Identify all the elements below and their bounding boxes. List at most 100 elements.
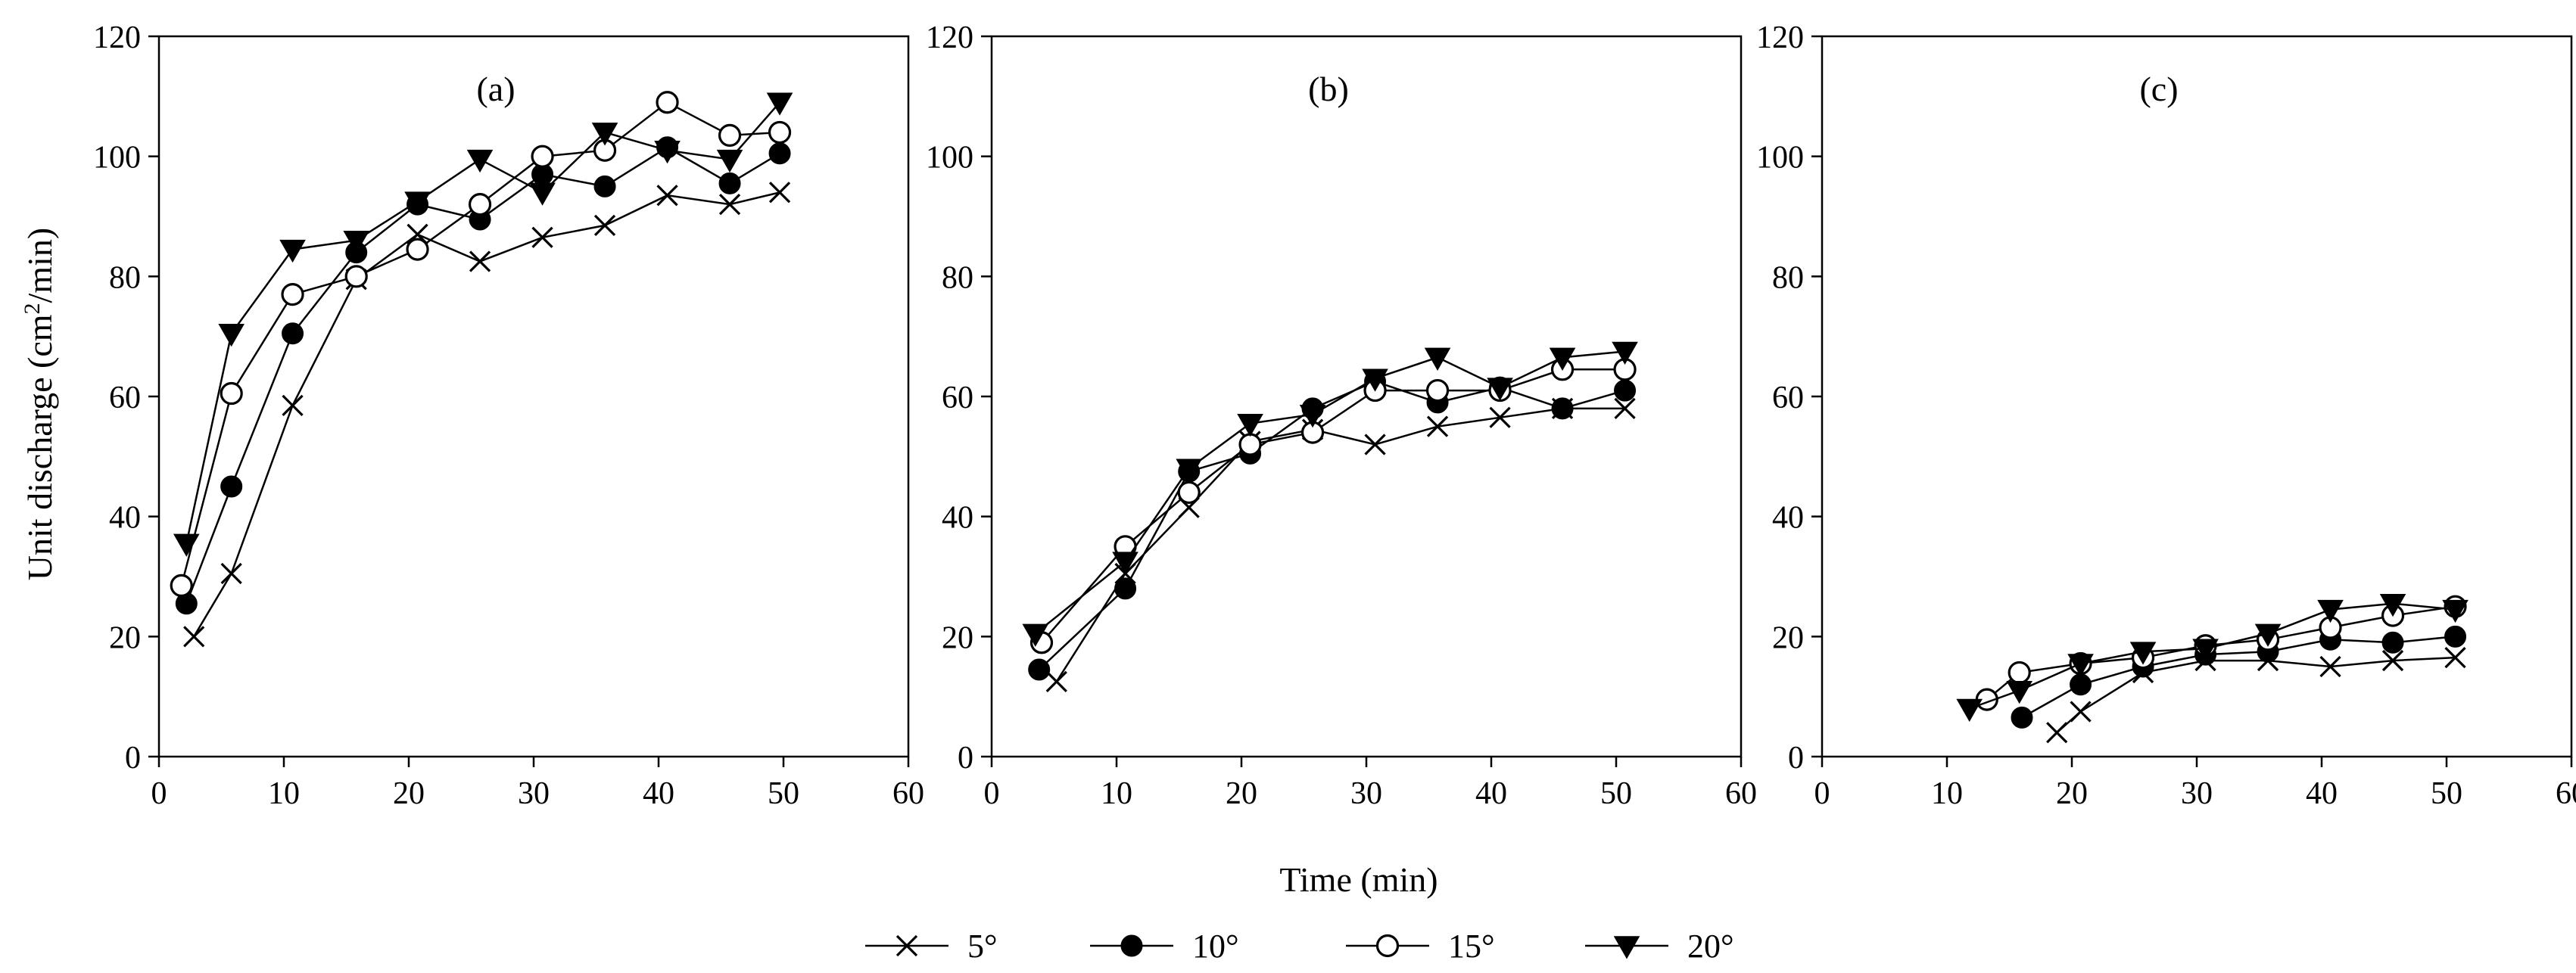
data-point: [1614, 397, 1636, 419]
data-point: [2254, 623, 2282, 647]
series-line: [1038, 380, 1625, 670]
data-point: [218, 323, 245, 347]
y-tick-label: 0: [1788, 741, 1804, 776]
data-point: [593, 214, 616, 237]
x-tick-label: 10: [268, 776, 300, 811]
x-tick-label: 30: [2181, 776, 2213, 811]
y-axis-title: Unit discharge (cm2/min): [20, 228, 60, 580]
data-point: [1362, 368, 1388, 392]
legend-item-2: 10°: [1090, 928, 1239, 965]
data-point: [1551, 397, 1574, 420]
series-2: [1028, 370, 1637, 681]
x-tick-label: 30: [518, 776, 550, 811]
data-point: [718, 194, 741, 216]
panel-3: 0 10 20 30 40 50 60 0 20 40 60 80 100 120 (c): [1756, 20, 2576, 811]
data-point: [1022, 623, 1049, 647]
y-tick-label: 40: [1772, 501, 1804, 536]
series-1: [183, 182, 791, 648]
data-point: [2442, 599, 2469, 623]
data-point: [1176, 459, 1202, 482]
data-point: [531, 145, 554, 168]
data-point: [279, 239, 306, 263]
series-4: [173, 92, 793, 557]
panel-2: 0 10 20 30 40 50 60 0 20 40 60 80 100 120 (b): [926, 20, 1757, 811]
data-point: [2192, 639, 2219, 662]
legend: 5° 10° 15° 20°: [865, 928, 1734, 965]
data-point: [718, 123, 742, 147]
y-tick-label: 120: [1756, 20, 1804, 55]
data-point: [1487, 378, 1513, 401]
data-point: [220, 381, 243, 406]
data-point: [1112, 552, 1138, 575]
data-point: [531, 226, 553, 248]
data-point: [654, 140, 681, 164]
data-point: [1237, 413, 1263, 437]
data-point: [469, 250, 491, 272]
data-point: [2070, 673, 2092, 696]
data-point: [2006, 680, 2032, 704]
y-axis-title-superscript: 2: [20, 303, 45, 314]
data-point: [2317, 599, 2344, 623]
panel-1: 0 10 20 30 40 50 60 0 20 40 60 80 100 120 (a): [93, 20, 924, 811]
x-tick-label: 50: [1600, 776, 1632, 811]
series-line: [1041, 368, 1625, 644]
series-line: [1035, 350, 1625, 635]
legend-item-4: 20°: [1585, 928, 1734, 965]
series-line: [193, 191, 780, 637]
y-tick-label: 120: [93, 20, 141, 55]
data-point: [766, 92, 793, 116]
data-point: [170, 574, 193, 598]
data-point: [183, 626, 205, 648]
x-tick-label: 0: [984, 776, 1000, 811]
data-point: [2129, 642, 2157, 665]
series-1: [2046, 646, 2466, 744]
data-point: [282, 322, 304, 345]
data-point: [2046, 722, 2068, 744]
data-point: [593, 175, 616, 197]
data-point: [282, 394, 304, 417]
x-tick-label: 30: [1350, 776, 1382, 811]
legend-label: 10°: [1192, 928, 1239, 965]
y-tick-label: 20: [942, 620, 973, 655]
x-tick-label: 60: [1725, 776, 1757, 811]
data-point: [1612, 341, 1638, 365]
x-tick-label: 0: [1814, 776, 1830, 811]
data-point: [220, 475, 243, 498]
data-point: [2444, 625, 2467, 648]
y-tick-label: 60: [109, 381, 141, 415]
plot-frame: [157, 35, 910, 758]
data-point: [2067, 654, 2094, 677]
series-line: [180, 101, 780, 586]
data-point: [1614, 379, 1637, 402]
panel-label: (c): [2139, 70, 2178, 108]
data-point: [1424, 347, 1451, 371]
legend-marker: [1120, 934, 1143, 957]
legend-marker: [1375, 934, 1400, 958]
y-tick-label: 80: [942, 260, 973, 295]
data-point: [1489, 406, 1511, 428]
data-point: [1238, 433, 1262, 456]
data-point: [1028, 658, 1051, 681]
data-point: [1426, 415, 1449, 437]
y-tick-label: 120: [926, 20, 973, 55]
y-axis-title-main: Unit discharge (cm: [20, 314, 59, 580]
x-tick-label: 10: [1101, 776, 1132, 811]
x-tick-label: 60: [2556, 776, 2576, 811]
x-tick-label: 40: [643, 776, 674, 811]
y-tick-label: 80: [1772, 260, 1804, 295]
y-tick-label: 20: [1772, 620, 1804, 655]
y-tick-label: 100: [93, 141, 141, 176]
data-point: [404, 191, 431, 215]
data-point: [1114, 577, 1137, 600]
legend-marker: [896, 934, 918, 957]
y-tick-label: 60: [942, 381, 973, 415]
y-tick-label: 20: [109, 620, 141, 655]
series-3: [170, 91, 792, 598]
series-line: [2056, 656, 2456, 734]
data-point: [468, 193, 492, 216]
x-tick-label: 50: [768, 776, 799, 811]
legend-label: 15°: [1448, 928, 1495, 965]
y-tick-label: 40: [109, 501, 141, 536]
